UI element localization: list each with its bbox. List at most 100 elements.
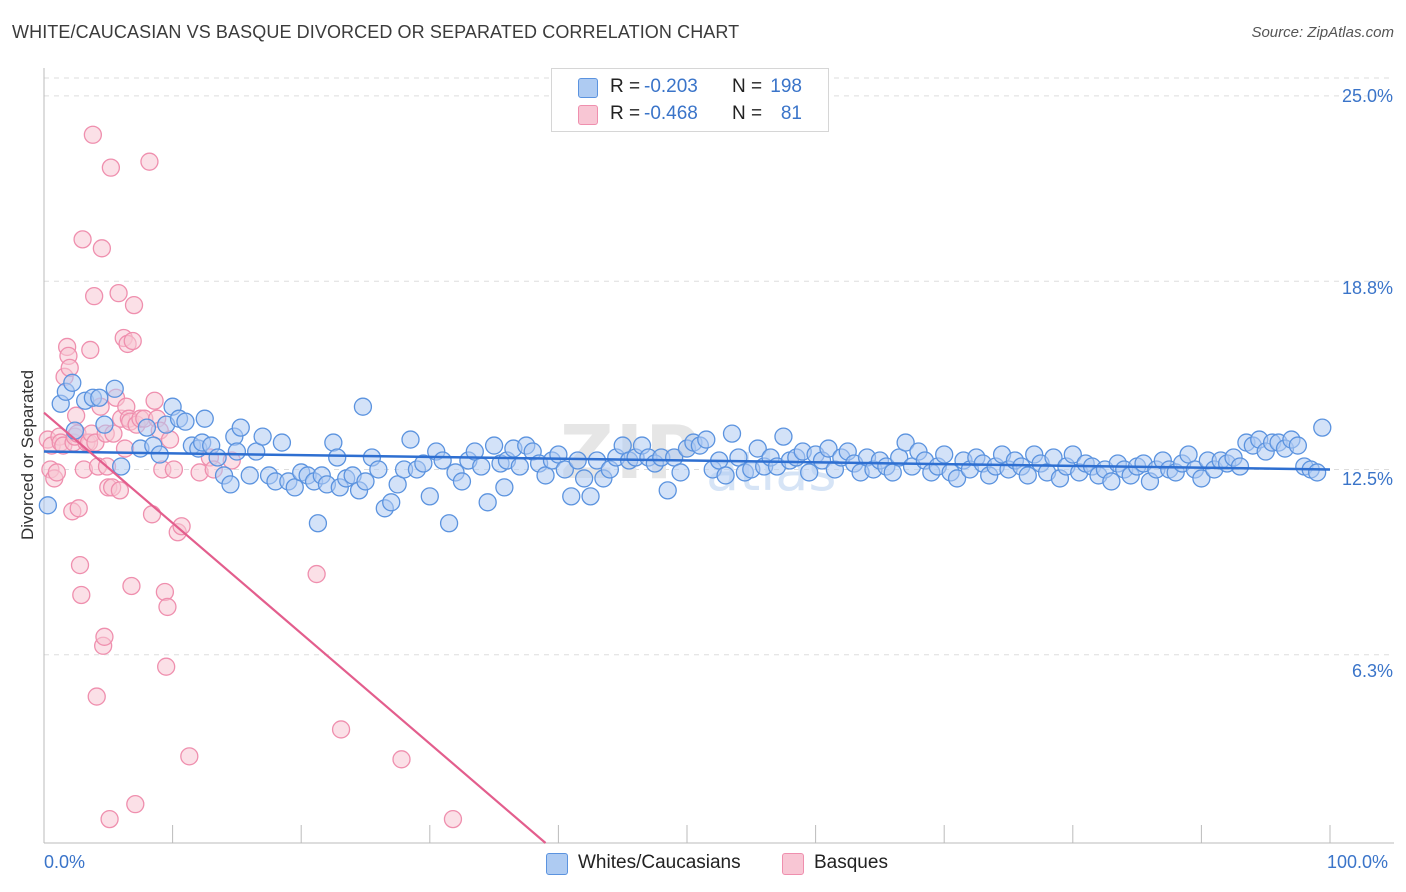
whites-point — [774, 427, 793, 446]
whites-point — [353, 397, 373, 416]
whites-point — [716, 466, 735, 485]
n-label: N = — [732, 76, 763, 97]
whites-point — [478, 493, 497, 512]
legend-swatch-pink — [782, 853, 804, 875]
whites-point — [95, 415, 114, 434]
basques-point — [124, 295, 144, 315]
basques-point — [69, 499, 88, 518]
n-value: 81 — [780, 103, 802, 124]
chart-title: WHITE/CAUCASIAN VS BASQUE DIVORCED OR SE… — [12, 22, 740, 42]
whites-point — [356, 472, 375, 491]
basques-point — [92, 239, 112, 258]
whites-point — [819, 439, 838, 458]
whites-point — [1018, 466, 1037, 485]
basques-point — [83, 125, 103, 144]
stats-legend: R = -0.203 N = 198 R = -0.468 N = 81 — [551, 68, 829, 132]
basques-point — [81, 340, 100, 360]
whites-point — [137, 418, 157, 437]
n-value: 198 — [770, 76, 802, 97]
whites-point — [562, 487, 581, 506]
basques-point — [100, 809, 119, 829]
basques-point — [95, 627, 114, 646]
whites-point — [452, 472, 472, 491]
basques-point — [158, 597, 177, 617]
trend-lines — [43, 411, 1331, 844]
whites-point — [697, 430, 716, 449]
whites-point — [510, 457, 529, 476]
y-tick-25: 25.0% — [1341, 86, 1393, 106]
basques-point — [122, 576, 141, 596]
basques-point — [443, 809, 463, 829]
r-value: -0.468 — [644, 103, 698, 124]
whites-point — [150, 445, 169, 464]
x-tick-100: 100.0% — [1327, 852, 1389, 872]
whites-point — [581, 487, 600, 506]
n-label: N = — [732, 103, 763, 124]
basques-point — [47, 463, 67, 482]
legend-label: Basques — [814, 852, 888, 873]
basques-point — [87, 687, 106, 706]
r-value: -0.203 — [644, 76, 698, 97]
whites-point — [401, 430, 420, 449]
whites-point — [231, 418, 250, 437]
whites-point — [1313, 418, 1332, 437]
whites-point — [748, 439, 767, 458]
whites-point — [484, 436, 504, 455]
basques-point — [123, 331, 142, 351]
whites-point — [112, 457, 131, 476]
whites-point — [472, 457, 491, 476]
whites-point — [65, 421, 85, 440]
r-label: R = — [610, 103, 641, 124]
whites-point — [1307, 463, 1327, 482]
whites-point — [90, 388, 109, 407]
whites-point — [38, 496, 58, 515]
whites-point — [800, 463, 819, 482]
whites-point — [1230, 457, 1250, 476]
basques-point — [331, 720, 351, 739]
whites-point — [568, 451, 587, 470]
whites-point — [227, 442, 247, 461]
whites-point — [63, 373, 82, 392]
legend-row-basques: R = -0.468 N = 81 — [552, 101, 828, 129]
basques-point — [73, 230, 92, 249]
gridlines — [44, 77, 1394, 656]
legend-label: Whites/Caucasians — [578, 852, 741, 873]
whites-point — [420, 487, 439, 506]
basques-point — [70, 555, 90, 575]
whites-point — [414, 454, 433, 473]
whites-point — [328, 448, 347, 467]
whites-point — [574, 469, 594, 488]
whites-point — [658, 481, 677, 500]
whites-point — [1102, 472, 1121, 491]
basques-point — [115, 439, 135, 458]
chart-source: Source: ZipAtlas.com — [1251, 24, 1394, 41]
whites-point — [195, 409, 214, 428]
whites-points — [38, 373, 1332, 533]
basques-point — [72, 585, 91, 605]
whites-point — [369, 460, 388, 479]
basques-point — [160, 430, 180, 449]
whites-point — [176, 412, 195, 431]
whites-point — [671, 463, 690, 482]
whites-point — [896, 433, 915, 452]
whites-point — [722, 424, 742, 443]
basques-point — [180, 747, 199, 766]
legend-swatch-blue — [578, 78, 598, 98]
axes — [43, 68, 1394, 844]
whites-trend-line — [43, 450, 1331, 471]
whites-point — [105, 379, 124, 398]
basques-point — [145, 391, 164, 410]
basques-point — [140, 152, 159, 171]
basques-point — [142, 505, 162, 524]
basques-trend-line — [43, 411, 547, 844]
r-label: R = — [610, 76, 641, 97]
basques-point — [85, 286, 104, 306]
whites-point — [1063, 445, 1082, 464]
whites-point — [1288, 436, 1307, 455]
basques-point — [157, 657, 176, 676]
basques-point — [307, 564, 326, 584]
whites-point — [382, 493, 401, 512]
whites-point — [272, 433, 292, 452]
legend-row-whites: R = -0.203 N = 198 — [552, 74, 828, 102]
